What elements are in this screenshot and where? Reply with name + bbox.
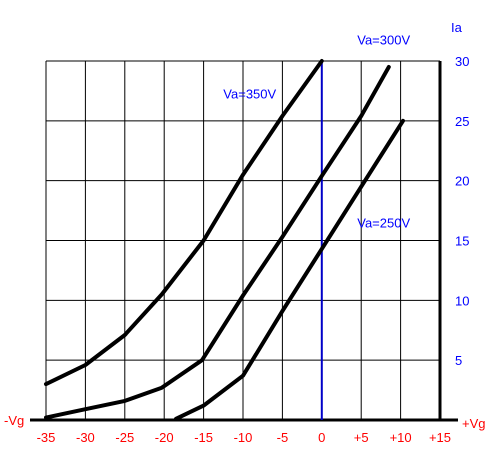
- chart-labels: Ia -Vg +Vg Va=350V Va=300V Va=250V -35 -30 -2…: [4, 20, 486, 445]
- series-label: Va=350V: [223, 86, 276, 101]
- series-line-va-250v: [174, 118, 405, 421]
- y-tick-label: 15: [455, 234, 469, 249]
- y-tick-label: 20: [455, 174, 469, 189]
- x-axis-label-left: -Vg: [4, 413, 24, 428]
- x-axis-label-right: +Vg: [462, 416, 486, 431]
- x-tick-label: 0: [318, 430, 325, 445]
- x-tick-label: -35: [37, 430, 56, 445]
- x-tick-label: -30: [76, 430, 95, 445]
- x-tick-label: -5: [277, 430, 289, 445]
- x-tick-label: +15: [429, 430, 451, 445]
- y-tick-label: 25: [455, 114, 469, 129]
- axes: [30, 61, 458, 422]
- series-label: Va=250V: [357, 216, 410, 231]
- y-tick-label: 30: [455, 54, 469, 69]
- series-line-va-350v: [44, 59, 324, 387]
- x-tick-label: -20: [155, 430, 174, 445]
- grid-lines: [46, 60, 440, 420]
- series-lines: [44, 59, 405, 421]
- series-line-va-300v: [44, 65, 391, 420]
- y-tick-label: 10: [455, 293, 469, 308]
- x-tick-label: -15: [194, 430, 213, 445]
- series-label: Va=300V: [357, 32, 410, 47]
- y-tick-label: 5: [455, 353, 462, 368]
- x-tick-label: +5: [354, 430, 369, 445]
- x-tick-label: +10: [390, 430, 412, 445]
- x-tick-label: -25: [115, 430, 134, 445]
- x-tick-label: -10: [234, 430, 253, 445]
- y-axis-label: Ia: [451, 20, 463, 35]
